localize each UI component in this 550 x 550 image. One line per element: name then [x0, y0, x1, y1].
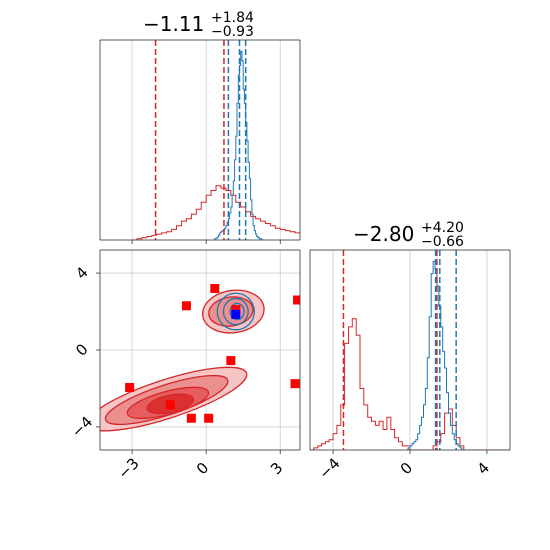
histogram-y-red-step — [310, 318, 510, 450]
scatter-2d-red-marker — [165, 400, 175, 410]
scatter-2d-red-marker — [181, 301, 191, 311]
scatter-2d-y-tick-label: 4 — [72, 263, 91, 282]
scatter-2d-y-tick-label: −4 — [68, 413, 96, 441]
histogram-y-marks — [310, 250, 510, 450]
scatter-2d-x-tick-label: −3 — [114, 454, 142, 482]
histogram-x-frame — [99, 39, 301, 241]
scatter-2d-y-tick-label: 0 — [72, 340, 91, 359]
histogram-x-title-value: −1.11 — [143, 12, 204, 36]
histogram-x-panel: −1.11 +1.84 −0.93 — [99, 10, 301, 244]
histogram-y-title-lower-error: −0.66 — [421, 234, 464, 250]
scatter-2d-x-tick-label: 3 — [267, 459, 286, 478]
histogram-y-title-upper-error: +4.20 — [421, 220, 464, 236]
scatter-2d-red-marker — [125, 383, 135, 392]
scatter-2d-blue-marker — [231, 309, 241, 319]
scatter-2d-red-marker — [293, 295, 300, 305]
histogram-y-tick-label: −4 — [315, 454, 343, 482]
histogram-x-ticks — [131, 240, 281, 244]
scatter-2d-red-contour — [208, 296, 254, 327]
scatter-2d-panel: −3 0 3 −4 0 4 — [68, 249, 301, 483]
scatter-2d-marks — [100, 283, 300, 432]
histogram-x-title-upper-error: +1.84 — [211, 10, 254, 26]
histogram-x-red-step — [132, 185, 300, 240]
scatter-2d-blue-contour — [229, 302, 245, 321]
histogram-x-blue-step — [213, 50, 266, 240]
histogram-x-title: −1.11 +1.84 −0.93 — [143, 10, 254, 40]
scatter-2d-x-tick-label: 0 — [193, 459, 212, 478]
scatter-2d-red-marker — [210, 283, 220, 293]
scatter-2d-red-marker — [204, 413, 214, 423]
scatter-2d-frame — [99, 249, 301, 451]
scatter-2d-blue-contour — [216, 292, 255, 331]
histogram-y-frame — [309, 249, 511, 451]
histogram-x-background — [100, 40, 300, 240]
scatter-2d-red-marker — [231, 305, 241, 315]
histogram-y-panel: −4 0 4 −2.80 +4.20 −0.66 — [309, 220, 511, 483]
histogram-y-tick-label: 4 — [474, 459, 493, 478]
scatter-2d-red-marker — [290, 379, 300, 389]
scatter-2d-blue-contour — [222, 297, 249, 326]
histogram-y-tick-label: 0 — [397, 459, 416, 478]
histogram-x-marks — [132, 40, 300, 240]
histogram-y-ticks: −4 0 4 — [315, 450, 493, 483]
scatter-2d-red-marker — [186, 413, 196, 423]
histogram-y-title-value: −2.80 — [353, 222, 414, 246]
histogram-y-grid — [332, 250, 488, 450]
scatter-2d-red-marker — [226, 356, 236, 366]
histogram-x-title-lower-error: −0.93 — [211, 24, 254, 40]
histogram-y-title: −2.80 +4.20 −0.66 — [353, 220, 464, 250]
histogram-x-grid — [131, 40, 281, 240]
